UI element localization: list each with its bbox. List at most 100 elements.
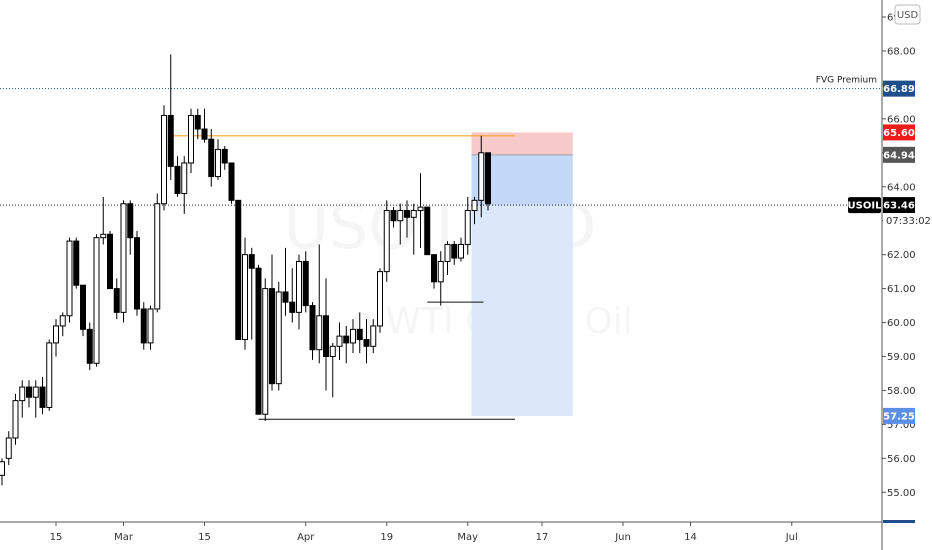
candle	[147, 305, 154, 350]
candle-body	[404, 210, 410, 218]
symbol-tag-bg	[848, 197, 881, 214]
candle	[242, 237, 248, 350]
candle	[289, 268, 296, 323]
candle	[451, 241, 458, 265]
candle	[26, 380, 32, 408]
candle	[343, 325, 350, 364]
entry-price-tag-bg	[883, 146, 915, 163]
candle	[235, 199, 242, 341]
time-tick-label: Mar	[114, 532, 134, 543]
candle-body	[140, 308, 147, 344]
candle	[161, 105, 167, 211]
price-tick-label: 55.00	[887, 488, 916, 499]
candle-body	[296, 260, 302, 313]
countdown-bg	[883, 213, 927, 228]
candle-body	[208, 138, 215, 178]
candle	[390, 207, 397, 228]
candle	[86, 322, 93, 371]
candle	[181, 156, 188, 214]
candle	[221, 146, 228, 170]
candle-body	[336, 335, 343, 347]
current-price-tag-label: 63.46	[883, 201, 915, 212]
candle	[410, 203, 417, 255]
candle	[397, 203, 404, 245]
candle	[59, 312, 66, 337]
annotation-lines: FVG Premium	[0, 76, 882, 420]
candle-body	[26, 386, 32, 398]
candle-body	[269, 288, 275, 385]
price-tick-label: 66.00	[887, 114, 916, 125]
candle-body	[80, 284, 86, 330]
candle-body	[424, 206, 431, 256]
price-tick-label: 56.00	[887, 454, 916, 465]
candle	[208, 129, 215, 187]
candle-body	[93, 237, 100, 364]
candle	[93, 234, 100, 367]
candle-body	[221, 148, 228, 164]
candle-body	[262, 288, 269, 415]
candle-body	[134, 237, 140, 310]
candle-body	[275, 291, 282, 385]
candle	[127, 200, 134, 255]
candle-body	[228, 162, 235, 201]
candle-body	[356, 328, 363, 341]
candle	[66, 237, 73, 323]
candle-body	[235, 199, 242, 341]
candle-body	[167, 114, 174, 167]
candle	[329, 342, 336, 398]
candle-body	[410, 210, 417, 218]
candle	[363, 319, 370, 364]
candle	[107, 230, 113, 290]
candle-body	[363, 339, 370, 347]
candle	[370, 319, 377, 354]
candle	[80, 284, 86, 337]
candle-body	[471, 199, 478, 212]
candle-body	[464, 210, 471, 245]
time-tick-label: 19	[380, 532, 393, 543]
candle-body	[194, 114, 201, 130]
price-tick-label: 61.00	[887, 284, 916, 295]
price-tick-label: 59.00	[887, 352, 916, 363]
candle-body	[397, 210, 404, 222]
time-tick-label: May	[457, 532, 478, 543]
candle	[32, 380, 39, 418]
candle-body	[248, 254, 255, 269]
candle	[431, 254, 437, 289]
candle	[444, 241, 451, 276]
candle-body	[437, 260, 444, 283]
candle-body	[59, 315, 66, 327]
candle	[53, 319, 59, 357]
candle-body	[302, 260, 309, 307]
fvg-price-tag-label: 66.89	[883, 84, 915, 95]
price-tick-label: 64.00	[887, 182, 916, 193]
price-tick-label: 68.00	[887, 46, 916, 57]
time-tick-label: 15	[50, 532, 63, 543]
price-tick-label: 62.00	[887, 250, 916, 261]
candle-body	[458, 243, 464, 259]
candle-body	[32, 386, 39, 398]
candle-body	[161, 114, 167, 205]
candle-body	[66, 240, 73, 317]
candle	[471, 196, 478, 225]
candle-body	[377, 271, 383, 327]
candle-body	[147, 308, 154, 344]
price-tick-label: 60.00	[887, 318, 916, 329]
candle	[356, 312, 363, 354]
candle	[19, 380, 26, 418]
price-tick-label: 57.00	[887, 420, 916, 431]
price-tags: 66.89 65.60 64.94 57.25 USOIL 63.46 07:33:02	[848, 80, 931, 424]
candle-body	[329, 345, 336, 358]
target-price-tag-bg	[883, 407, 915, 424]
currency-label: USD	[897, 10, 919, 21]
candle	[228, 162, 235, 204]
candle-body	[242, 254, 248, 341]
symbol-tag-label: USOIL	[848, 201, 883, 212]
currency-selector[interactable]: USD	[894, 4, 921, 25]
candle	[485, 152, 491, 211]
candle-body	[201, 128, 208, 140]
candle-body	[444, 243, 451, 262]
candle-body	[316, 315, 323, 351]
time-axis[interactable]: 15 Mar 15 Apr 19 May 17 Jun 14 Jul	[0, 520, 915, 543]
candle-body	[46, 342, 53, 408]
